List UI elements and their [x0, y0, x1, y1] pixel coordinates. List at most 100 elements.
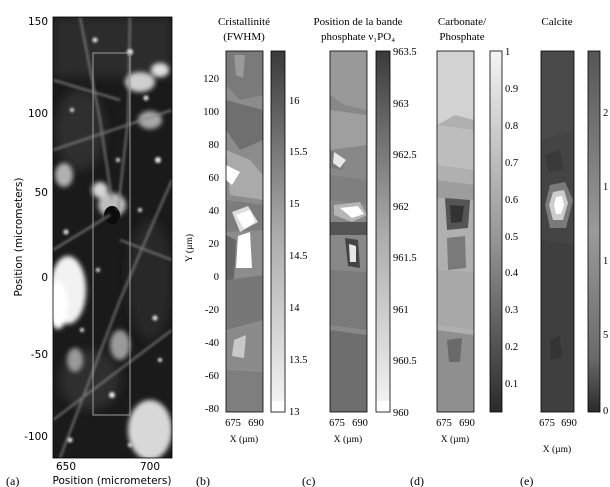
panel-a-ylabel: Position (micrometers): [13, 178, 25, 297]
panel-d-colorbar: [489, 50, 503, 413]
svg-text:963.5: 963.5: [393, 47, 417, 58]
panel-d-colorbar-ticks: 1 0.9 0.8 0.7 0.6 0.5 0.4 0.3 0.2 0.1: [505, 47, 519, 390]
svg-text:-40: -40: [205, 338, 219, 349]
panel-a-yticks: 150 100 50 0 -50 -100: [24, 16, 48, 443]
svg-text:963: 963: [393, 99, 409, 110]
svg-text:961.5: 961.5: [393, 253, 417, 264]
svg-text:0.3: 0.3: [505, 305, 518, 316]
svg-text:0: 0: [214, 272, 219, 283]
panel-e-colorbar-ticks: 2 1 1 5 0: [603, 108, 608, 417]
svg-text:100: 100: [203, 107, 219, 118]
panel-a-label: (a): [6, 474, 19, 487]
svg-text:100: 100: [28, 108, 48, 120]
panel-b-title-line1: Cristallinité: [218, 16, 270, 28]
svg-text:120: 120: [203, 74, 219, 85]
svg-text:1: 1: [603, 256, 608, 267]
svg-text:15.5: 15.5: [289, 147, 307, 158]
svg-text:X (µm): X (µm): [230, 434, 258, 445]
panel-c-map: [330, 51, 367, 412]
panel-b-colorbar-ticks: 16 15.5 15 14.5 14 13.5 13: [289, 96, 307, 418]
panel-a-xtick-700: 700: [140, 461, 160, 473]
svg-text:0.7: 0.7: [505, 158, 518, 169]
svg-text:675: 675: [436, 418, 452, 429]
panel-d-map: [437, 51, 474, 412]
svg-text:962: 962: [393, 202, 409, 213]
shared-y-axis: 120 100 80 60 40 20 0 -20 -40 -60 -80 Y …: [184, 74, 219, 415]
svg-text:962.5: 962.5: [393, 150, 417, 161]
svg-text:-80: -80: [205, 404, 219, 415]
scan-region-rectangle: [92, 52, 131, 416]
svg-text:0.1: 0.1: [505, 379, 518, 390]
svg-text:13.5: 13.5: [289, 355, 307, 366]
svg-text:16: 16: [289, 96, 300, 107]
panel-d: Carbonate/ Phosphate 1 0.9 0.8 0.7 0.6 0…: [410, 16, 519, 487]
svg-text:150: 150: [28, 16, 48, 28]
svg-text:-100: -100: [24, 431, 48, 443]
svg-text:675: 675: [225, 418, 241, 429]
panel-e-colorbar: [587, 50, 601, 413]
panel-d-title-line2: Phosphate: [439, 31, 484, 43]
svg-text:-20: -20: [205, 305, 219, 316]
svg-text:675: 675: [539, 418, 555, 429]
svg-text:690: 690: [248, 418, 264, 429]
svg-text:690: 690: [352, 418, 368, 429]
svg-text:14: 14: [289, 303, 300, 314]
svg-text:960: 960: [393, 408, 409, 419]
svg-text:0: 0: [41, 272, 48, 284]
micrograph-panel: [52, 16, 173, 459]
panel-b-map: [226, 51, 263, 412]
panel-b: Cristallinité (FWHM) 16 15.5 15 14.5 14 …: [196, 16, 307, 487]
svg-text:0.4: 0.4: [505, 268, 519, 279]
shared-x-axes: 675 690 X (µm) 675 690 X (µm) 675 690 X …: [225, 418, 577, 455]
panel-a-xlabel: Position (micrometers): [53, 475, 172, 487]
panel-d-title-line1: Carbonate/: [438, 16, 487, 28]
svg-text:20: 20: [209, 239, 220, 250]
svg-text:80: 80: [209, 140, 220, 151]
svg-text:1: 1: [505, 47, 510, 58]
svg-text:X (µm): X (µm): [334, 434, 362, 445]
svg-text:-50: -50: [31, 349, 48, 361]
svg-text:960.5: 960.5: [393, 356, 417, 367]
svg-text:0.2: 0.2: [505, 342, 518, 353]
panel-a-xtick-650: 650: [56, 461, 76, 473]
svg-text:0.6: 0.6: [505, 195, 518, 206]
svg-text:15: 15: [289, 199, 300, 210]
svg-text:-60: -60: [205, 371, 219, 382]
panel-e-label: (e): [520, 474, 533, 487]
svg-text:0.5: 0.5: [505, 232, 518, 243]
svg-text:0.8: 0.8: [505, 121, 518, 132]
svg-text:X (µm): X (µm): [543, 444, 571, 455]
panel-e: Calcite 2 1 1 5 0 (e): [520, 16, 608, 487]
panel-e-title-line1: Calcite: [541, 16, 572, 28]
panel-d-label: (d): [410, 474, 424, 487]
svg-text:1: 1: [603, 182, 608, 193]
svg-text:2: 2: [603, 108, 608, 119]
svg-text:X (µm): X (µm): [441, 434, 469, 445]
svg-text:60: 60: [209, 173, 220, 184]
svg-text:14.5: 14.5: [289, 251, 307, 262]
svg-text:40: 40: [209, 206, 220, 217]
svg-text:0.9: 0.9: [505, 84, 518, 95]
svg-text:5: 5: [603, 330, 608, 341]
panel-b-colorbar: [270, 50, 286, 413]
svg-text:13: 13: [289, 407, 300, 418]
panel-c-colorbar: [375, 50, 391, 413]
shared-y-label: Y (µm): [184, 234, 195, 262]
panel-c-colorbar-ticks: 963.5 963 962.5 962 961.5 961 960.5 960: [393, 47, 417, 419]
svg-text:675: 675: [329, 418, 345, 429]
panel-b-title-line2: (FWHM): [223, 31, 265, 43]
panel-c-title-line2: phosphate ν₁PO₄: [321, 31, 395, 43]
panel-e-map: [541, 51, 574, 412]
svg-text:690: 690: [561, 418, 577, 429]
panel-b-label: (b): [196, 474, 210, 487]
panel-a-axes: 150 100 50 0 -50 -100 Position (micromet…: [13, 16, 171, 487]
svg-text:0: 0: [603, 406, 608, 417]
panel-c-title-line1: Position de la bande: [314, 16, 403, 28]
panel-c: Position de la bande phosphate ν₁PO₄ 963…: [302, 16, 417, 487]
panel-c-label: (c): [302, 474, 315, 487]
svg-text:961: 961: [393, 305, 409, 316]
micrograph-image: [53, 17, 172, 458]
svg-text:690: 690: [459, 418, 475, 429]
svg-text:50: 50: [35, 187, 48, 199]
